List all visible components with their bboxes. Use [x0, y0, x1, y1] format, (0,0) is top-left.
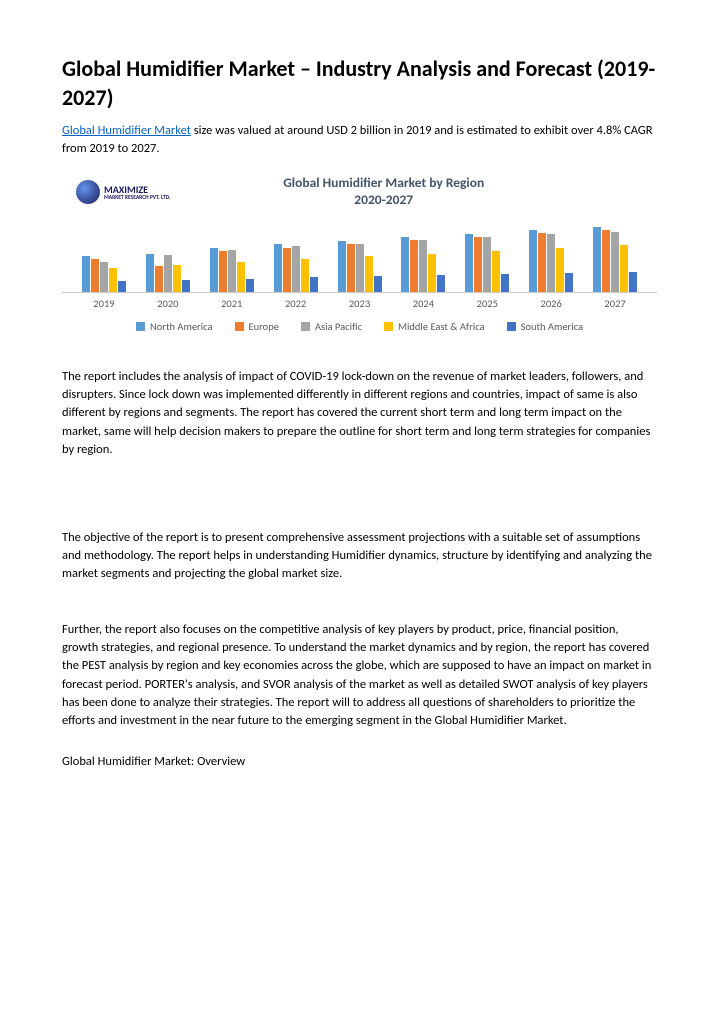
legend-item: Europe	[235, 320, 279, 333]
bar	[437, 275, 445, 292]
bar	[565, 273, 573, 292]
year-label: 2026	[519, 297, 583, 310]
paragraph-1: The report includes the analysis of impa…	[62, 368, 657, 459]
legend: North America Europe Asia Pacific Middle Ea…	[62, 320, 657, 333]
bar	[301, 259, 309, 292]
year-label: 2021	[200, 297, 264, 310]
legend-label: South America	[521, 320, 583, 333]
intro-paragraph: Global Humidifier Market size was valued…	[62, 122, 657, 158]
year-label: 2022	[264, 297, 328, 310]
bar	[164, 255, 172, 292]
bar	[310, 277, 318, 292]
bars-area	[62, 215, 657, 293]
bar	[529, 230, 537, 292]
bar	[483, 237, 491, 292]
year-group	[519, 230, 583, 292]
bar	[620, 245, 628, 292]
year-group	[328, 241, 392, 292]
legend-label: North America	[150, 320, 213, 333]
bar	[465, 234, 473, 292]
bar	[428, 254, 436, 292]
bar	[602, 230, 610, 292]
bar	[118, 281, 126, 292]
bar	[347, 244, 355, 292]
bar	[82, 256, 90, 292]
bar	[547, 234, 555, 292]
bar	[338, 241, 346, 292]
bar	[228, 250, 236, 292]
legend-item: Middle East & Africa	[384, 320, 485, 333]
page-title: Global Humidifier Market – Industry Anal…	[62, 55, 657, 112]
year-group	[200, 248, 264, 292]
legend-swatch	[384, 322, 393, 331]
year-label: 2024	[391, 297, 455, 310]
bar	[100, 262, 108, 292]
year-label: 2020	[136, 297, 200, 310]
chart-title-line1: Global Humidifier Market by Region	[110, 175, 657, 192]
bar	[91, 259, 99, 292]
market-link[interactable]: Global Humidifier Market	[62, 123, 191, 138]
bar	[401, 237, 409, 292]
bar	[210, 248, 218, 292]
bar	[374, 276, 382, 292]
year-group	[136, 254, 200, 292]
year-group	[72, 256, 136, 292]
year-label: 2025	[455, 297, 519, 310]
bar	[629, 272, 637, 292]
bar	[173, 265, 181, 292]
bar	[538, 233, 546, 292]
year-label: 2023	[328, 297, 392, 310]
legend-swatch	[136, 322, 145, 331]
bar	[237, 262, 245, 292]
bar	[593, 227, 601, 292]
bar	[283, 248, 291, 292]
bar	[501, 274, 509, 292]
bar	[492, 251, 500, 292]
year-group	[391, 237, 455, 292]
bar	[556, 248, 564, 292]
legend-item: North America	[136, 320, 213, 333]
legend-item: Asia Pacific	[301, 320, 362, 333]
bar	[474, 237, 482, 292]
chart-title: Global Humidifier Market by Region 2020-…	[110, 175, 657, 209]
legend-swatch	[301, 322, 310, 331]
bar	[274, 244, 282, 292]
bar	[219, 251, 227, 292]
bar	[155, 266, 163, 292]
year-label: 2027	[583, 297, 647, 310]
logo-globe-icon	[76, 180, 100, 204]
paragraph-3: Further, the report also focuses on the …	[62, 621, 657, 730]
bar	[410, 240, 418, 292]
chart-title-line2: 2020-2027	[110, 192, 657, 209]
legend-label: Europe	[249, 320, 279, 333]
year-labels: 201920202021202220232024202520262027	[62, 297, 657, 310]
bar	[182, 280, 190, 292]
bar	[292, 246, 300, 292]
legend-swatch	[507, 322, 516, 331]
overview-heading: Global Humidifier Market: Overview	[62, 754, 657, 769]
bar	[611, 232, 619, 292]
bar	[246, 279, 254, 292]
chart-container: MAXIMIZE MARKET RESEARCH PVT. LTD. Globa…	[62, 170, 657, 338]
legend-label: Asia Pacific	[315, 320, 362, 333]
paragraph-2: The objective of the report is to presen…	[62, 529, 657, 583]
legend-item: South America	[507, 320, 583, 333]
bar	[365, 256, 373, 292]
year-group	[583, 227, 647, 292]
bar	[356, 244, 364, 292]
year-group	[455, 234, 519, 292]
year-label: 2019	[72, 297, 136, 310]
chart-header: MAXIMIZE MARKET RESEARCH PVT. LTD. Globa…	[62, 175, 657, 209]
bar	[419, 240, 427, 292]
bar	[109, 268, 117, 292]
year-group	[264, 244, 328, 292]
legend-swatch	[235, 322, 244, 331]
bar	[146, 254, 154, 292]
legend-label: Middle East & Africa	[398, 320, 485, 333]
